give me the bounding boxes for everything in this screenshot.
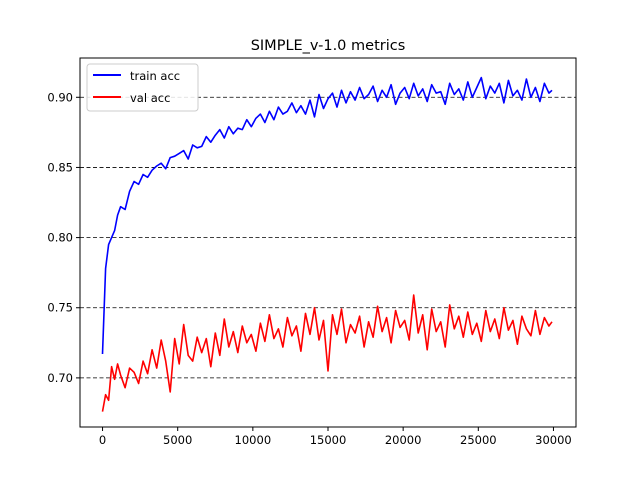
x-tick-label: 5000	[163, 433, 192, 447]
x-axis-ticks: 0 5000 10000 15000 20000 25000 30000	[99, 427, 572, 447]
series-lines	[101, 76, 553, 412]
series-line-train-acc	[101, 76, 553, 355]
x-tick-label: 15000	[310, 433, 347, 447]
grid-lines	[80, 96, 576, 379]
x-tick-label: 20000	[385, 433, 422, 447]
y-tick-label: 0.80	[47, 231, 73, 245]
series-line-val-acc	[101, 294, 553, 412]
chart-title: SIMPLE_v-1.0 metrics	[251, 38, 406, 54]
y-tick-label: 0.85	[47, 160, 73, 174]
y-axis-ticks: 0.70 0.75 0.80 0.85 0.90	[47, 90, 80, 385]
y-tick-label: 0.90	[47, 90, 73, 104]
x-tick-label: 25000	[460, 433, 497, 447]
legend: train acc val acc	[86, 63, 199, 112]
x-tick-label: 10000	[235, 433, 272, 447]
legend-label-val: val acc	[130, 91, 170, 105]
x-tick-label: 0	[99, 433, 106, 447]
y-tick-label: 0.75	[47, 301, 73, 315]
y-tick-label: 0.70	[47, 371, 73, 385]
x-tick-label: 30000	[535, 433, 572, 447]
legend-label-train: train acc	[130, 69, 180, 83]
